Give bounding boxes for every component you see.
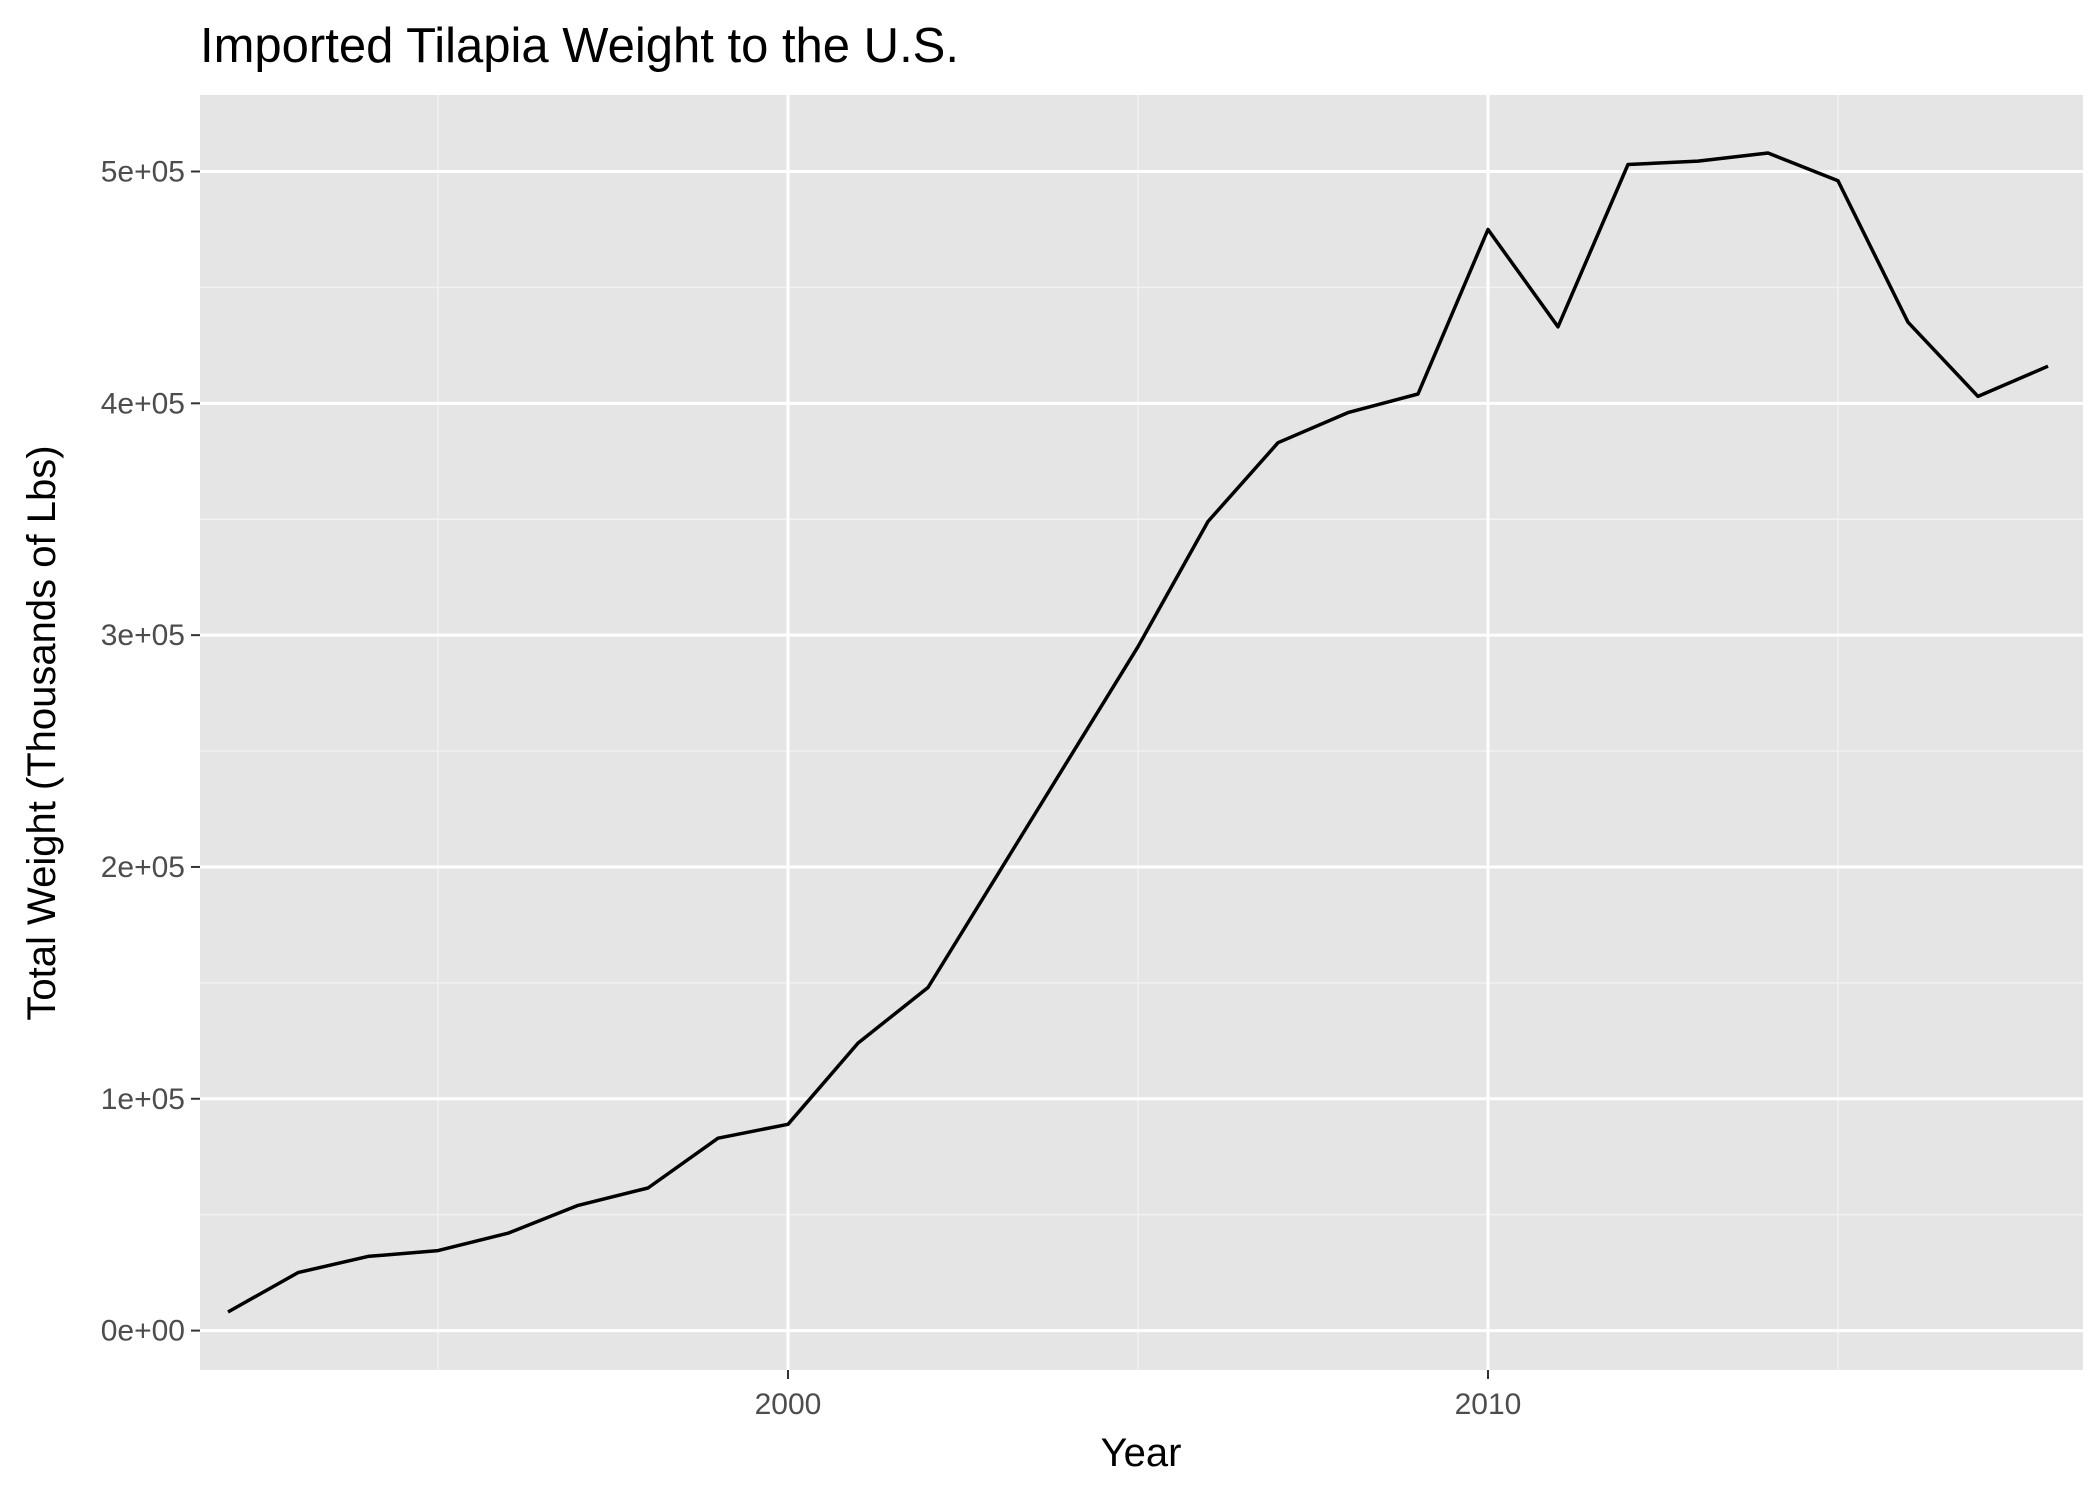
y-axis-title: Total Weight (Thousands of Lbs) [20, 445, 64, 1020]
y-tick-label: 4e+05 [101, 387, 185, 420]
y-axis-ticks: 0e+00 1e+05 2e+05 3e+05 4e+05 5e+05 [101, 156, 200, 1348]
y-tick-label: 2e+05 [101, 851, 185, 884]
major-gridlines [200, 95, 2083, 1370]
y-tick-label: 1e+05 [101, 1083, 185, 1116]
x-axis-title: Year [1101, 1431, 1182, 1475]
plot-panel [200, 95, 2083, 1370]
y-tick-label: 0e+00 [101, 1315, 185, 1348]
chart-title: Imported Tilapia Weight to the U.S. [200, 19, 959, 73]
minor-gridlines [200, 95, 2083, 1370]
y-tick-label: 5e+05 [101, 156, 185, 189]
y-tick-label: 3e+05 [101, 619, 185, 652]
series-line [227, 151, 2049, 1314]
x-tick-label: 2010 [1455, 1388, 1522, 1421]
x-axis-ticks: 2000 2010 [755, 1370, 1522, 1421]
x-tick-label: 2000 [755, 1388, 822, 1421]
